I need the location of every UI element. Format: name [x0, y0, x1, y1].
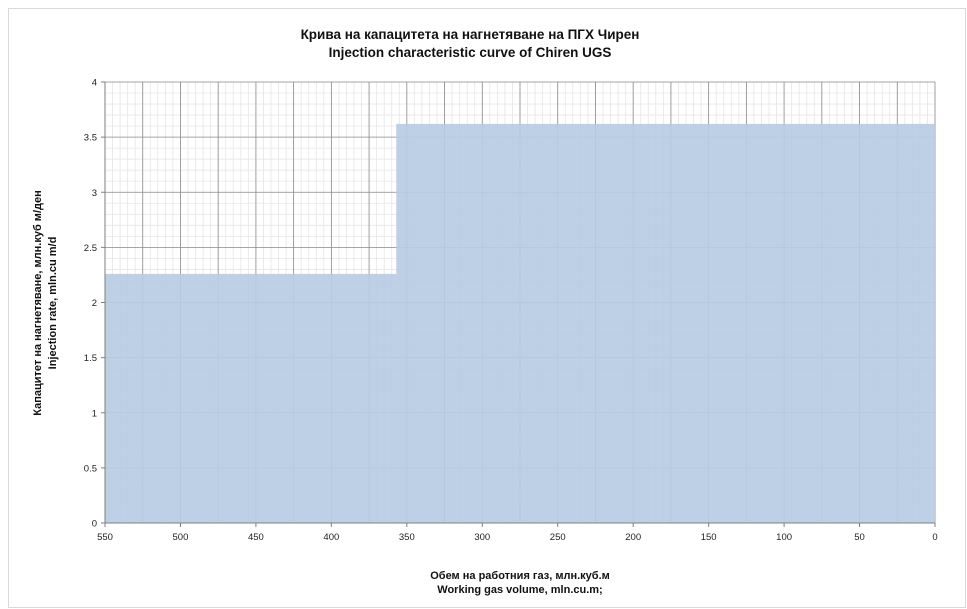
- y-tick-labels: 0 0.5 1 1.5 2 2.5 3 3.5 4: [84, 78, 97, 530]
- y-tick-label: 1: [92, 408, 97, 419]
- y-tick-label: 1.5: [84, 353, 97, 364]
- y-axis-label-secondary: Injection rate, mln.cu m/d: [47, 237, 59, 370]
- x-tick-label: 150: [701, 532, 717, 543]
- y-tick-label: 2.5: [84, 243, 97, 254]
- x-tick-label: 50: [854, 532, 865, 543]
- y-tick-label: 2: [92, 298, 97, 309]
- x-tick-label: 400: [323, 532, 339, 543]
- y-axis-label: Капацитет на нагнетяване, млн.куб м/ден: [32, 190, 44, 415]
- x-tick-label: 200: [625, 532, 641, 543]
- y-tick-label: 0.5: [84, 463, 97, 474]
- chart-subtitle: Injection characteristic curve of Chiren…: [328, 45, 612, 60]
- y-tick-label: 4: [92, 78, 97, 89]
- y-tick-label: 0: [92, 519, 97, 530]
- x-tick-label: 550: [97, 532, 113, 543]
- chart-frame: [8, 8, 966, 608]
- chart-title: Крива на капацитета на нагнетяване на ПГ…: [300, 27, 640, 42]
- x-axis-label: Обем на работния газ, млн.куб.м: [430, 570, 610, 582]
- x-tick-label: 300: [474, 532, 490, 543]
- x-tick-label: 100: [776, 532, 792, 543]
- y-tick-label: 3.5: [84, 133, 97, 144]
- x-tick-label: 350: [399, 532, 415, 543]
- x-tick-labels: 550 500 450 400 350 300 250 200 150 100 50 0: [97, 532, 938, 543]
- area-series-0: [105, 123, 935, 524]
- y-tick-label: 3: [92, 188, 97, 199]
- x-axis-label-secondary: Working gas volume, mln.cu.m;: [437, 584, 603, 596]
- axes: [101, 81, 936, 527]
- area-layer: [105, 123, 935, 524]
- x-tick-label: 0: [932, 532, 937, 543]
- x-tick-label: 500: [173, 532, 189, 543]
- x-tick-label: 250: [550, 532, 566, 543]
- x-tick-label: 450: [248, 532, 264, 543]
